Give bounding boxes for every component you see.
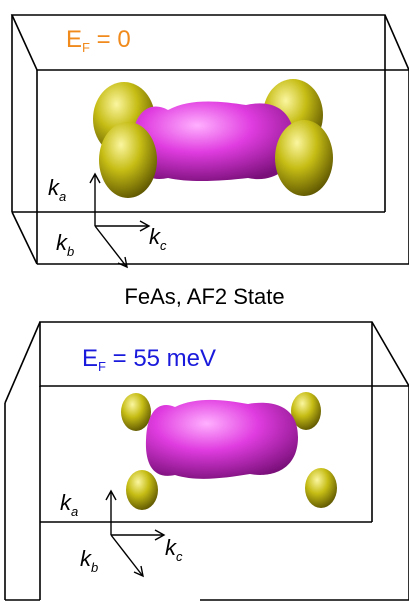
kb-axis-arrow — [94, 225, 127, 267]
box-edge — [11, 211, 38, 265]
kb-label: kb — [56, 230, 74, 259]
box-top-face — [10, 14, 409, 71]
kb-label: kb — [80, 546, 98, 575]
kc-arrowhead — [154, 529, 166, 541]
kc-label: kc — [165, 535, 183, 564]
box-top-face — [39, 321, 409, 387]
kb-arrowhead — [133, 565, 144, 578]
k-axes — [105, 489, 166, 578]
hole-pocket-front-left — [126, 470, 158, 510]
fermi-surface-plot-bottom: EF = 55 meV ka kb kc — [4, 321, 409, 601]
kc-label: kc — [149, 224, 167, 253]
kb-arrowhead — [117, 256, 128, 269]
fermi-surface-plot-top: EF = 0 ka kb kc — [10, 14, 409, 269]
figure-caption: FeAs, AF2 State — [124, 284, 285, 309]
box-edge — [4, 321, 41, 404]
hole-pocket-front-right — [305, 468, 337, 508]
fermi-surface-panel-bottom: EF = 55 meV ka kb kc — [0, 312, 409, 609]
hole-pocket-front-left — [99, 122, 157, 198]
k-axes — [89, 172, 151, 269]
hole-pocket-front-right — [275, 120, 333, 196]
fermi-energy-label: EF = 0 — [66, 26, 131, 55]
hole-pocket-back-left — [121, 393, 151, 431]
bounding-box — [4, 321, 409, 601]
electron-pocket — [145, 399, 298, 479]
ka-arrowhead — [105, 489, 117, 501]
kb-axis-arrow — [110, 534, 143, 576]
ka-label: ka — [48, 175, 66, 204]
fermi-energy-label: EF = 55 meV — [82, 345, 216, 374]
bounding-box — [10, 14, 409, 265]
hole-pocket-back-right — [291, 392, 321, 430]
ka-arrowhead — [89, 172, 101, 184]
ka-label: ka — [60, 490, 78, 519]
electron-pocket — [131, 101, 296, 182]
fermi-surface-panel-top: EF = 0 ka kb kc — [0, 0, 409, 285]
kc-arrowhead — [139, 220, 151, 232]
